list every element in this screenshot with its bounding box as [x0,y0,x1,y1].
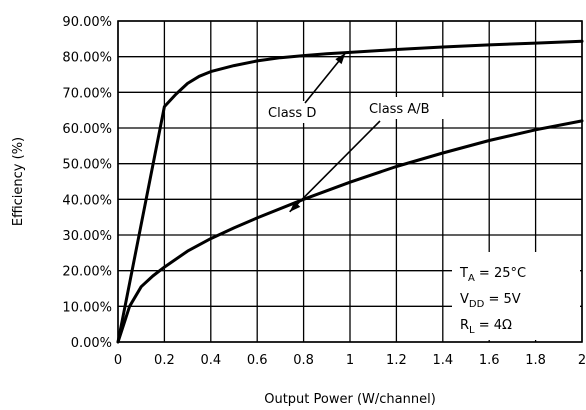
y-tick-label: 30.00% [62,229,112,244]
y-tick-label: 20.00% [62,265,112,280]
x-tick-label: 0.2 [154,353,175,368]
y-axis-label: Efficiency (%) [11,137,26,226]
y-tick-label: 10.00% [62,300,112,315]
series-line-class-d [116,39,584,344]
condition-vdd: VDD = 5V [460,292,521,310]
plot-frame [117,20,583,343]
annotation-arrowhead [335,53,346,65]
y-tick-label: 50.00% [62,158,112,173]
annotation-arrowhead [289,201,301,212]
x-tick-labels: 0 0.2 0.4 0.6 0.8 1 1.2 1.4 1.6 1.8 2 [114,353,586,368]
x-tick-label: 1.6 [479,353,500,368]
x-tick-label: 0.4 [200,353,221,368]
class-ab-label: Class A/B [369,102,430,117]
y-tick-label: 80.00% [62,51,112,66]
x-tick-label: 0 [114,353,122,368]
x-tick-label: 2 [578,353,586,368]
x-tick-label: 1 [346,353,354,368]
x-axis-label: Output Power (W/channel) [264,392,436,407]
y-tick-label: 90.00% [62,15,112,30]
y-tick-label: 60.00% [62,122,112,137]
y-tick-label: 70.00% [62,86,112,101]
condition-rl: RL = 4Ω [460,318,512,336]
x-tick-label: 0.6 [247,353,268,368]
x-tick-label: 1.4 [432,353,453,368]
x-tick-label: 0.8 [293,353,314,368]
y-tick-label: 40.00% [62,193,112,208]
y-tick-labels: 0.00% 10.00% 20.00% 30.00% 40.00% 50.00% 60.00… [62,15,112,351]
annotation-arrows [289,52,381,213]
condition-ta: TA = 25°C [459,266,526,284]
class-d-label: Class D [268,106,316,121]
class-d-label-bg [262,101,334,123]
conditions-box [452,252,580,340]
x-tick-label: 1.2 [386,353,407,368]
series-group [116,39,584,344]
x-tick-label: 1.8 [525,353,546,368]
class-ab-label-bg [364,97,456,119]
annotation-arrow-line [289,120,381,213]
y-tick-label: 0.00% [71,336,112,351]
series-line-class-a-b [116,119,584,344]
